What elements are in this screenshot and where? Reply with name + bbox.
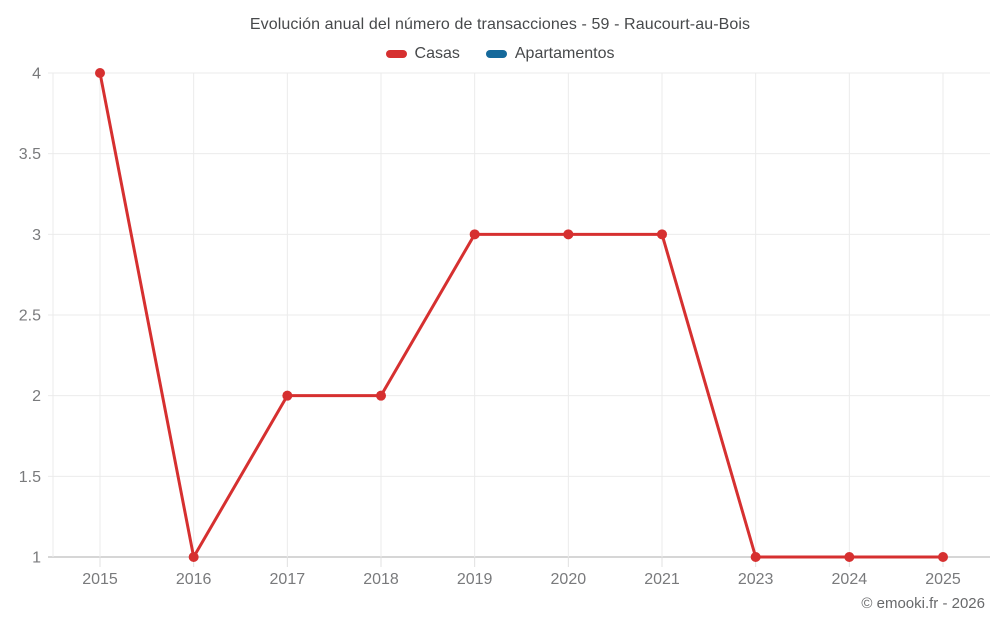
x-tick-label: 2021	[644, 571, 680, 588]
casas-data-point[interactable]	[188, 552, 199, 562]
casas-data-point[interactable]	[657, 229, 667, 240]
legend-item-casas[interactable]: Casas	[385, 45, 460, 63]
casas-series-line	[98, 71, 945, 559]
legend-label-apartamentos: Apartamentos	[514, 45, 615, 62]
x-tick-label: 2020	[551, 571, 587, 588]
casas-data-point[interactable]	[844, 552, 855, 562]
y-tick-label: 2.5	[19, 308, 41, 325]
casas-data-point[interactable]	[563, 229, 574, 240]
copyright: © emooki.fr - 2026	[861, 595, 985, 612]
y-tick-label: 2	[32, 388, 41, 405]
x-tick-label: 2023	[738, 571, 774, 588]
y-tick-label: 1.5	[19, 469, 41, 486]
y-tick-label: 4	[32, 66, 41, 83]
y-tick-label: 3	[32, 227, 41, 244]
x-tick-label: 2024	[832, 571, 868, 588]
casas-data-point[interactable]	[376, 390, 386, 401]
casas-series-swatch-icon	[385, 50, 407, 58]
casas-data-point[interactable]	[282, 390, 293, 401]
x-tick-label: 2018	[363, 571, 399, 588]
casas-data-point[interactable]	[95, 68, 105, 78]
x-tick-label: 2019	[457, 571, 493, 588]
x-tick-label: 2015	[82, 571, 118, 588]
x-tick-label: 2016	[176, 571, 212, 588]
y-tick-label: 1	[32, 550, 41, 567]
casas-data-point[interactable]	[938, 552, 948, 562]
chart-title: Evolución anual del número de transaccio…	[249, 16, 751, 33]
x-tick-label: 2017	[270, 571, 306, 588]
legend-item-apartamentos[interactable]: Apartamentos	[485, 45, 615, 63]
legend-label-casas: Casas	[414, 45, 460, 62]
legend: Casas Apartamentos	[0, 45, 1000, 63]
x-tick-label: 2025	[925, 571, 961, 588]
casas-data-point[interactable]	[469, 229, 480, 240]
y-tick-label: 3.5	[19, 146, 41, 163]
casas-data-point[interactable]	[750, 552, 761, 562]
apartamentos-series-swatch-icon	[485, 50, 507, 58]
